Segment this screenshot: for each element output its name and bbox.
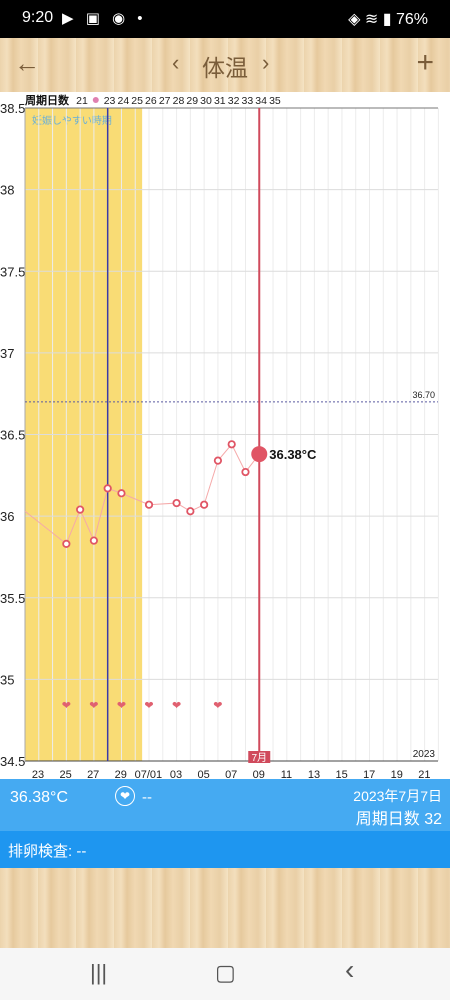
footer-wood	[0, 868, 450, 948]
temperature-point	[200, 500, 209, 509]
cycle-day-label: 23	[104, 95, 116, 107]
next-chevron-icon[interactable]: ›	[262, 50, 270, 75]
x-tick-label: 03	[170, 769, 182, 779]
cycle-day-label: 28	[173, 95, 185, 107]
intercourse-value: --	[142, 789, 152, 806]
x-tick-label: 15	[335, 769, 347, 779]
cycle-day-label: 25	[131, 95, 143, 107]
back-nav-icon[interactable]: ‹	[345, 954, 355, 985]
current-value-label: 36.38°C	[269, 447, 317, 462]
heart-icon: ❤	[62, 700, 71, 712]
x-tick-label: 07/01	[135, 769, 163, 779]
cycle-day-label: 27	[159, 95, 171, 107]
temperature-point	[117, 489, 126, 498]
status-bar: 9:20 ▶ ▣ ◉ • ◈ ≋ ▮ 76%	[0, 0, 450, 38]
page-title: 体温	[202, 55, 248, 81]
x-tick-label: 21	[418, 769, 430, 779]
temperature-point	[89, 536, 99, 545]
previous-chevron-icon[interactable]: ‹	[172, 50, 180, 75]
back-arrow-icon[interactable]: ←	[14, 48, 40, 78]
selected-point	[251, 446, 268, 463]
x-tick-label: 13	[308, 769, 320, 779]
x-tick-label: 09	[253, 769, 265, 779]
y-tick-label: 34.5	[0, 754, 25, 769]
temperature-point	[144, 500, 154, 509]
add-icon[interactable]: +	[416, 46, 434, 79]
heart-icon: ❤	[172, 700, 181, 712]
x-tick-label: 19	[391, 769, 403, 779]
temperature-point	[186, 507, 195, 516]
heart-icon: ❤	[117, 700, 126, 712]
x-tick-label: 11	[281, 769, 292, 779]
reference-line-label: 36.70	[412, 390, 435, 400]
month-tag-bg	[248, 751, 271, 763]
y-tick-label: 37.5	[0, 264, 25, 279]
cycle-day-label: 31	[214, 95, 226, 107]
heart-icon[interactable]: ❤	[115, 786, 135, 806]
cycle-day-label: 35	[269, 95, 281, 107]
y-tick-label: 38.5	[0, 101, 25, 116]
status-time: 9:20	[22, 9, 54, 26]
cycle-day: 周期日数 32	[355, 811, 442, 828]
app-bar: ← 体温 ‹ › +	[0, 38, 450, 92]
temperature-point	[241, 467, 250, 477]
ovulation-test-bar[interactable]: 排卵検査: --	[0, 831, 450, 868]
heart-icon: ❤	[213, 700, 222, 712]
status-right: ◈ ≋ ▮ 76%	[348, 9, 428, 29]
y-tick-label: 36.5	[0, 428, 25, 443]
fertile-window-label: 妊娠しやすい時期	[32, 114, 112, 127]
cycle-day-label: 33	[242, 95, 254, 107]
notification-icons: ▶ ▣ ◉ •	[62, 10, 147, 27]
heart-icon: ❤	[89, 700, 98, 712]
temperature-point	[62, 539, 71, 548]
temperature-point	[103, 484, 112, 493]
heart-icon: ❤	[144, 700, 153, 712]
cycle-day-label: 32	[228, 95, 240, 107]
recents-icon[interactable]: |||	[90, 960, 108, 985]
selected-date: 2023年7月7日	[353, 788, 442, 804]
x-tick-label: 29	[115, 769, 127, 779]
system-nav-bar: ||| ▢ ‹	[0, 948, 450, 1000]
home-icon[interactable]: ▢	[215, 960, 236, 985]
temperature-point	[227, 440, 236, 449]
temperature-point	[172, 498, 181, 508]
ovulation-test-label: 排卵検査: --	[8, 843, 87, 860]
cycle-day-label: 30	[200, 95, 212, 107]
y-tick-label: 35.5	[0, 591, 25, 606]
info-bar: 36.38°C ❤ -- 2023年7月7日 周期日数 32	[0, 779, 450, 831]
cycle-day-label: 21	[76, 95, 88, 107]
cycle-row-label: 周期日数	[25, 93, 70, 107]
cycle-day-marker	[92, 97, 99, 103]
x-tick-label: 05	[197, 769, 209, 779]
battery-level: 76%	[395, 11, 428, 28]
temperature-chart[interactable]: 妊娠しやすい時期 38.5 38 37.5 37 36.5 36 35.5 35 34.5 周期日数…	[0, 92, 450, 779]
cycle-day-label: 34	[255, 95, 267, 107]
cycle-day-label: 24	[117, 95, 129, 107]
temperature-point	[76, 505, 85, 514]
y-tick-label: 36	[0, 509, 14, 524]
x-tick-label: 25	[59, 769, 71, 779]
y-tick-label: 35	[0, 672, 14, 687]
cycle-day-label: 26	[145, 95, 157, 107]
x-tick-label: 17	[363, 769, 375, 779]
x-tick-label: 23	[32, 769, 44, 779]
signal-icons: ◈ ≋ ▮	[348, 11, 392, 28]
x-tick-label: 27	[87, 769, 99, 779]
temperature-point	[213, 456, 223, 465]
month-tag: 7月	[251, 752, 267, 764]
cycle-day-label: 29	[186, 95, 198, 107]
x-tick-label: 07	[225, 769, 237, 779]
y-tick-label: 38	[0, 183, 14, 198]
current-temperature: 36.38°C	[10, 789, 68, 806]
y-tick-label: 37	[0, 346, 14, 361]
year-label: 2023	[413, 749, 436, 760]
